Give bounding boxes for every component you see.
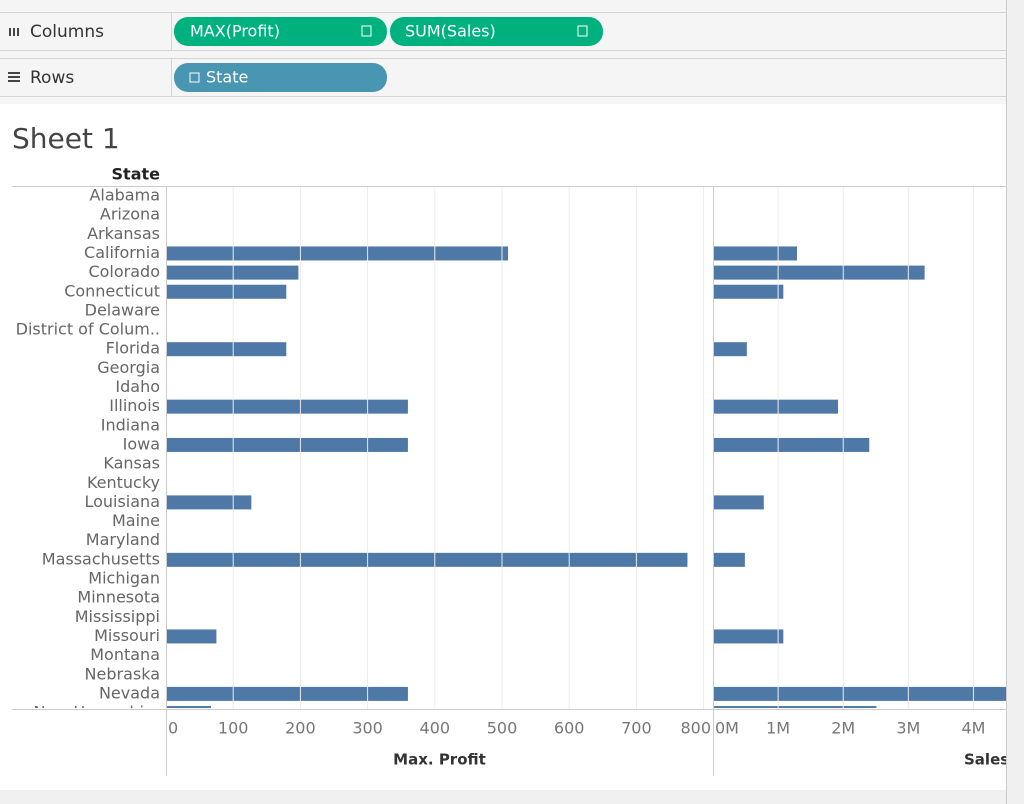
row-label: Illinois <box>109 396 160 415</box>
row-label: Arkansas <box>87 224 160 243</box>
pill[interactable]: MAX(Profit) <box>174 17 387 46</box>
bar <box>713 399 839 414</box>
x-tick-label: 2M <box>831 719 855 738</box>
x-tick-label: 3M <box>896 719 920 738</box>
bar <box>166 552 688 567</box>
row-label: Florida <box>106 339 160 358</box>
bar <box>166 629 217 644</box>
plot-area: AlabamaArizonaArkansasCaliforniaColorado… <box>16 186 1006 722</box>
x-tick-label: 600 <box>554 719 585 738</box>
bar <box>713 686 1006 701</box>
row-label: Iowa <box>123 434 160 453</box>
row-label: Massachusetts <box>42 549 160 568</box>
row-label: Nebraska <box>85 664 160 683</box>
x-tick-label: 100 <box>218 719 249 738</box>
row-label: Mississippi <box>75 607 160 626</box>
bar <box>713 706 877 708</box>
pill-label[interactable]: MAX(Profit) <box>190 22 280 41</box>
row-label: Maine <box>112 511 160 530</box>
bar <box>713 265 925 280</box>
scrollbar[interactable] <box>0 790 1006 804</box>
bar <box>166 265 299 280</box>
row-label: Nevada <box>99 683 160 702</box>
x-tick-label: 800 <box>680 719 711 738</box>
bar <box>166 437 408 452</box>
bar <box>713 495 764 510</box>
bar <box>713 629 784 644</box>
row-label: Louisiana <box>84 492 160 511</box>
row-label: Alabama <box>89 186 160 205</box>
x-tick-label: 0 <box>168 719 178 738</box>
bar <box>166 246 509 261</box>
row-label: District of Colum.. <box>16 320 160 339</box>
bar <box>713 284 784 299</box>
row-label: Kansas <box>103 454 160 473</box>
pill-icon <box>577 25 588 37</box>
axis-title: Sales <box>964 751 1009 769</box>
row-label: Arizona <box>100 205 160 224</box>
row-label: Montana <box>90 645 160 664</box>
row-label: Maryland <box>86 530 160 549</box>
pill-icon <box>361 25 372 37</box>
x-tick-label: 1M <box>766 719 790 738</box>
row-label: Connecticut <box>64 281 160 300</box>
scrollbar[interactable] <box>1006 0 1024 804</box>
bar <box>166 342 287 357</box>
row-header: State <box>112 165 161 184</box>
row-label: Georgia <box>97 358 160 377</box>
x-tick-label: 0M <box>715 719 739 738</box>
sheet-title: Sheet 1 <box>12 122 120 155</box>
row-label: California <box>84 243 160 262</box>
row-label: Minnesota <box>77 588 160 607</box>
shelf-label: Rows <box>30 68 74 88</box>
row-label: Indiana <box>101 415 160 434</box>
axis-title: Max. Profit <box>393 751 486 769</box>
row-label: Kentucky <box>87 473 160 492</box>
pill-label[interactable]: SUM(Sales) <box>405 22 496 41</box>
x-tick-label: 700 <box>621 719 652 738</box>
row-label: Missouri <box>94 626 160 645</box>
bar <box>166 284 287 299</box>
bar <box>713 342 747 357</box>
shelf-area <box>0 0 1024 104</box>
bar <box>166 706 212 708</box>
x-tick-label: 500 <box>487 719 518 738</box>
bar <box>166 495 252 510</box>
columns-icon <box>9 28 19 36</box>
x-tick-label: 400 <box>420 719 451 738</box>
x-tick-label: 300 <box>352 719 383 738</box>
rows-icon <box>8 72 20 82</box>
bar <box>713 246 797 261</box>
pill-label[interactable]: State <box>206 68 248 87</box>
plot: AlabamaArizonaArkansasCaliforniaColorado… <box>12 186 1009 776</box>
row-label: Michigan <box>88 569 160 588</box>
row-label: New Hampshire <box>33 703 160 722</box>
bar <box>166 399 408 414</box>
pill[interactable]: SUM(Sales) <box>390 17 603 46</box>
bar <box>166 686 408 701</box>
row-label: Idaho <box>115 377 160 396</box>
pill[interactable]: State <box>174 63 387 92</box>
x-tick-label: 4M <box>961 719 985 738</box>
x-tick-label: 200 <box>285 719 316 738</box>
shelf-label: Columns <box>30 22 104 42</box>
pill-icon <box>189 72 200 83</box>
bar <box>713 552 745 567</box>
row-label: Colorado <box>88 262 160 281</box>
row-label: Delaware <box>85 300 160 319</box>
bar <box>713 437 870 452</box>
